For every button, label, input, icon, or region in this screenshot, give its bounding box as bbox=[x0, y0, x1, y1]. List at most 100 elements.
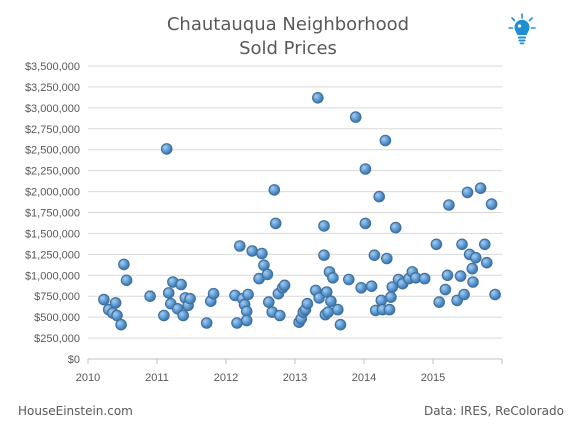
y-tick-label: $3,500,000 bbox=[25, 61, 80, 73]
data-point bbox=[158, 309, 170, 322]
data-point bbox=[359, 217, 372, 230]
data-point bbox=[355, 281, 367, 294]
y-tick-label: $0 bbox=[68, 354, 80, 366]
data-point bbox=[115, 318, 127, 331]
data-point bbox=[325, 295, 337, 307]
data-point bbox=[246, 245, 258, 257]
data-point bbox=[242, 288, 254, 301]
data-point bbox=[430, 238, 443, 251]
y-tick-label: $3,250,000 bbox=[25, 82, 80, 94]
x-tick-label: 2015 bbox=[421, 372, 445, 384]
y-tick-label: $1,500,000 bbox=[25, 228, 80, 240]
data-point bbox=[98, 293, 110, 306]
data-point bbox=[373, 190, 385, 203]
y-axis-tick-labels: $0 $250,000 $500,000 $750,000 $1,000,000 $1,2… bbox=[25, 61, 80, 366]
data-point bbox=[474, 182, 487, 194]
data-point bbox=[385, 291, 397, 303]
data-point bbox=[380, 252, 393, 265]
data-point bbox=[454, 270, 467, 282]
data-point bbox=[261, 268, 274, 281]
data-point bbox=[120, 274, 133, 287]
data-point bbox=[418, 272, 431, 285]
data-point bbox=[240, 314, 253, 327]
x-tick-label: 2011 bbox=[145, 372, 169, 384]
data-point bbox=[301, 297, 314, 310]
data-point bbox=[441, 269, 454, 282]
y-tick-label: $500,000 bbox=[34, 312, 80, 324]
y-tick-label: $3,000,000 bbox=[25, 103, 80, 115]
data-point bbox=[331, 303, 344, 316]
chart-title-line-1: Chautauqua Neighborhood bbox=[167, 14, 409, 35]
data-point bbox=[383, 303, 396, 316]
data-point bbox=[461, 186, 474, 199]
data-point bbox=[327, 271, 339, 284]
data-point bbox=[118, 258, 130, 271]
x-axis bbox=[87, 358, 503, 364]
data-point bbox=[368, 249, 381, 261]
data-point bbox=[466, 262, 479, 275]
data-point bbox=[334, 318, 347, 331]
lightbulb-icon bbox=[508, 13, 536, 45]
gridlines bbox=[88, 65, 502, 339]
data-point bbox=[469, 251, 482, 264]
data-point bbox=[273, 309, 286, 322]
data-point bbox=[184, 292, 196, 305]
data-point bbox=[175, 278, 187, 291]
data-point bbox=[109, 297, 122, 309]
data-point bbox=[480, 256, 493, 269]
data-point bbox=[262, 296, 275, 308]
x-tick-label: 2010 bbox=[76, 372, 100, 384]
x-axis-tick-labels: 2010 2011 2012 2013 2014 2015 bbox=[76, 372, 445, 384]
data-point bbox=[313, 292, 325, 304]
data-point bbox=[467, 276, 479, 288]
footer-data-credit: Data: IRES, ReColorado bbox=[424, 404, 564, 418]
y-tick-label: $2,250,000 bbox=[25, 166, 80, 178]
x-tick-label: 2014 bbox=[352, 372, 376, 384]
chart-title-line-2: Sold Prices bbox=[239, 38, 337, 59]
data-point bbox=[318, 249, 330, 261]
data-point bbox=[207, 287, 220, 300]
data-point bbox=[162, 287, 175, 299]
data-point bbox=[349, 111, 362, 123]
y-tick-label: $2,000,000 bbox=[25, 187, 80, 199]
data-point bbox=[200, 317, 213, 329]
data-point bbox=[234, 240, 246, 252]
data-point bbox=[256, 247, 268, 260]
y-tick-label: $2,500,000 bbox=[25, 145, 80, 157]
data-point bbox=[278, 279, 291, 292]
y-tick-label: $1,250,000 bbox=[25, 249, 80, 261]
data-point bbox=[311, 92, 324, 104]
data-point bbox=[342, 273, 355, 286]
footer-source-site: HouseEinstein.com bbox=[18, 404, 133, 418]
data-point bbox=[359, 163, 372, 175]
data-point bbox=[144, 290, 156, 302]
data-points bbox=[98, 92, 501, 331]
x-tick-label: 2012 bbox=[214, 372, 238, 384]
data-point bbox=[177, 309, 189, 322]
data-point bbox=[160, 143, 173, 155]
data-point bbox=[231, 317, 243, 329]
data-point bbox=[433, 296, 445, 308]
data-point bbox=[389, 221, 402, 234]
data-point bbox=[485, 198, 498, 210]
data-point bbox=[478, 238, 491, 251]
y-tick-label: $1,000,000 bbox=[25, 270, 80, 282]
data-point bbox=[365, 280, 378, 292]
data-point bbox=[456, 238, 468, 251]
y-tick-label: $750,000 bbox=[34, 291, 80, 303]
data-point bbox=[322, 306, 334, 318]
data-point bbox=[489, 288, 501, 301]
data-point bbox=[458, 288, 470, 301]
data-point bbox=[386, 281, 399, 293]
data-point bbox=[318, 220, 330, 232]
data-point bbox=[443, 199, 455, 211]
y-tick-label: $250,000 bbox=[34, 333, 80, 345]
data-point bbox=[320, 286, 333, 298]
data-point bbox=[379, 134, 392, 147]
data-point bbox=[439, 283, 452, 296]
data-point bbox=[268, 184, 281, 196]
y-tick-label: $1,750,000 bbox=[25, 208, 80, 220]
y-tick-label: $2,750,000 bbox=[25, 124, 80, 136]
x-tick-label: 2013 bbox=[283, 372, 307, 384]
